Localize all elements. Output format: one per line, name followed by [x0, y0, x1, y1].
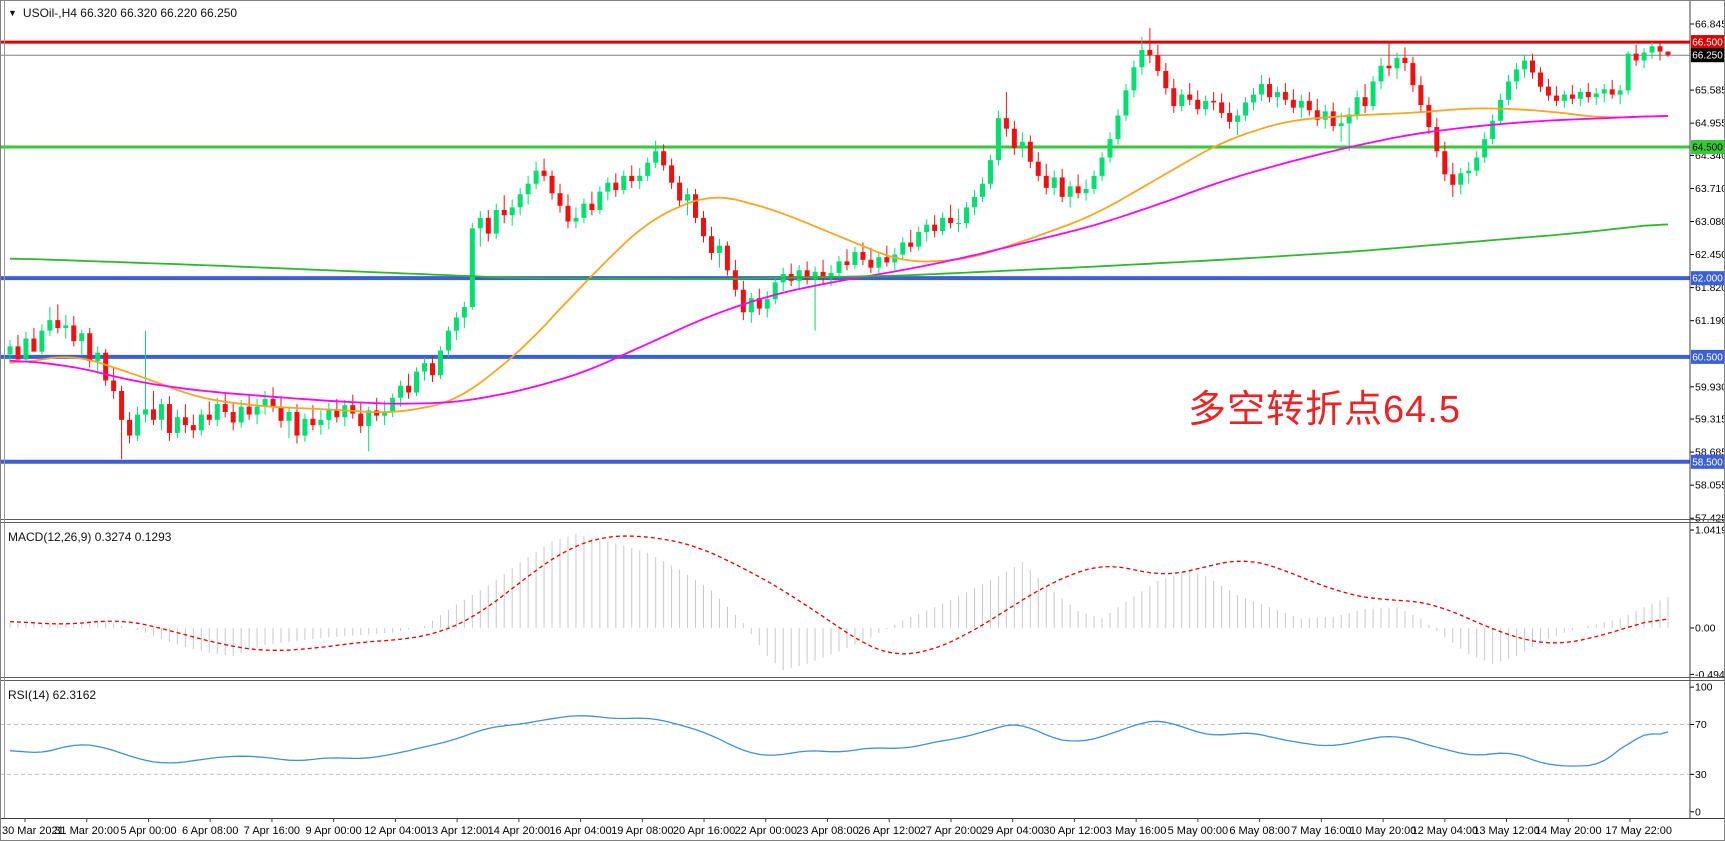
- time-axis-label: 9 Apr 00:00: [306, 825, 362, 837]
- time-axis-label: 3 May 16:00: [1106, 825, 1167, 837]
- price-axis-label: 63.710: [1695, 183, 1725, 195]
- price-axis-label: 59.315: [1695, 414, 1725, 426]
- symbol-title: USOil-,H4: [22, 6, 77, 20]
- annotation-text: 多空转折点64.5: [1188, 389, 1461, 431]
- price-axis-label: 64.955: [1695, 118, 1725, 130]
- symbol-dropdown-icon[interactable]: ▼: [8, 8, 17, 18]
- rsi-axis-label: 0: [1695, 806, 1701, 818]
- time-axis-label: 5 Apr 00:00: [120, 825, 176, 837]
- time-axis-label: 23 Apr 08:00: [796, 825, 858, 837]
- price-axis-label: 57.425: [1695, 513, 1725, 525]
- time-axis-label: 31 Mar 20:00: [54, 825, 119, 837]
- macd-signal-line: [9, 535, 1669, 655]
- price-axis-label: 62.450: [1695, 249, 1725, 261]
- price-axis-label: 59.930: [1695, 381, 1725, 393]
- current-price-tag-text: 66.250: [1692, 51, 1723, 62]
- price-tag-64.500-text: 64.500: [1692, 143, 1723, 154]
- price-axis-label: 66.845: [1695, 18, 1725, 30]
- time-axis-label: 16 Apr 04:00: [549, 825, 611, 837]
- price-tag-58.500-text: 58.500: [1692, 457, 1723, 468]
- price-tag-60.500: 60.500: [1691, 349, 1724, 364]
- time-axis-label: 7 Apr 16:00: [244, 825, 300, 837]
- time-axis-label: 30 Mar 2021: [2, 825, 64, 837]
- price-tag-62.000: 62.000: [1691, 271, 1724, 286]
- time-axis-label: 14 May 20:00: [1535, 825, 1602, 837]
- time-axis-label: 27 Apr 20:00: [920, 825, 982, 837]
- rsi-indicator-label: RSI(14) 62.3162: [8, 688, 97, 702]
- time-axis-label: 10 May 20:00: [1350, 825, 1417, 837]
- macd-indicator-label: MACD(12,26,9) 0.3274 0.1293: [8, 530, 172, 544]
- macd-axis-label: 1.0419: [1695, 525, 1725, 537]
- macd-panel: 1.0419 0.00 -0.494: [9, 525, 1725, 681]
- symbol-ohlc-values: 66.320 66.320 66.220 66.250: [76, 6, 238, 20]
- ma-mid-magenta: [9, 115, 1669, 405]
- price-axis-label: 61.190: [1695, 315, 1725, 327]
- rsi-line: [9, 715, 1669, 767]
- time-axis-label: 14 Apr 20:00: [488, 825, 550, 837]
- time-axis-label: 12 May 04:00: [1411, 825, 1478, 837]
- time-axis-label: 22 Apr 00:00: [735, 825, 797, 837]
- time-axis-label: 13 May 12:00: [1473, 825, 1540, 837]
- macd-axis-label: -0.494: [1695, 669, 1725, 681]
- time-axis-label: 6 May 08:00: [1229, 825, 1290, 837]
- macd-axis-label: 0.00: [1695, 622, 1716, 634]
- time-axis-label: 19 Apr 08:00: [611, 825, 673, 837]
- price-axis-label: 63.080: [1695, 216, 1725, 228]
- current-price-tag: 66.250: [1691, 48, 1724, 63]
- price-tag-58.500: 58.500: [1691, 454, 1724, 469]
- price-tag-66.500-text: 66.500: [1692, 38, 1723, 49]
- rsi-axis-label: 70: [1695, 719, 1707, 731]
- time-axis-label: 29 Apr 04:00: [981, 825, 1043, 837]
- ma-fast-orange: [9, 107, 1669, 414]
- time-axis-label: 26 Apr 12:00: [858, 825, 920, 837]
- price-panel: 66.84565.58564.95564.34063.71063.08062.4…: [0, 18, 1725, 525]
- time-axis-label: 30 Apr 12:00: [1043, 825, 1105, 837]
- price-tag-62.000-text: 62.000: [1692, 274, 1723, 285]
- price-tag-64.500: 64.500: [1691, 140, 1724, 155]
- price-axis-label: 58.055: [1695, 480, 1725, 492]
- price-tag-60.500-text: 60.500: [1692, 352, 1723, 363]
- time-axis-label: 20 Apr 16:00: [673, 825, 735, 837]
- price-tag-66.500: 66.500: [1691, 35, 1724, 50]
- symbol-info-bar: ▼ USOil-,H4 66.320 66.320 66.220 66.250: [8, 6, 237, 20]
- rsi-axis-label: 30: [1695, 769, 1707, 781]
- time-axis-label: 17 May 22:00: [1605, 825, 1672, 837]
- time-axis-label: 7 May 16:00: [1291, 825, 1352, 837]
- ma-slow-green: [9, 223, 1669, 280]
- time-axis-label: 12 Apr 04:00: [364, 825, 426, 837]
- price-axis-label: 65.585: [1695, 85, 1725, 97]
- rsi-axis-label: 100: [1695, 682, 1713, 694]
- rsi-panel: 100 70 30 0: [0, 682, 1713, 818]
- time-axis-label: 5 May 00:00: [1168, 825, 1229, 837]
- time-axis-label: 13 Apr 12:00: [426, 825, 488, 837]
- time-axis-label: 6 Apr 08:00: [182, 825, 238, 837]
